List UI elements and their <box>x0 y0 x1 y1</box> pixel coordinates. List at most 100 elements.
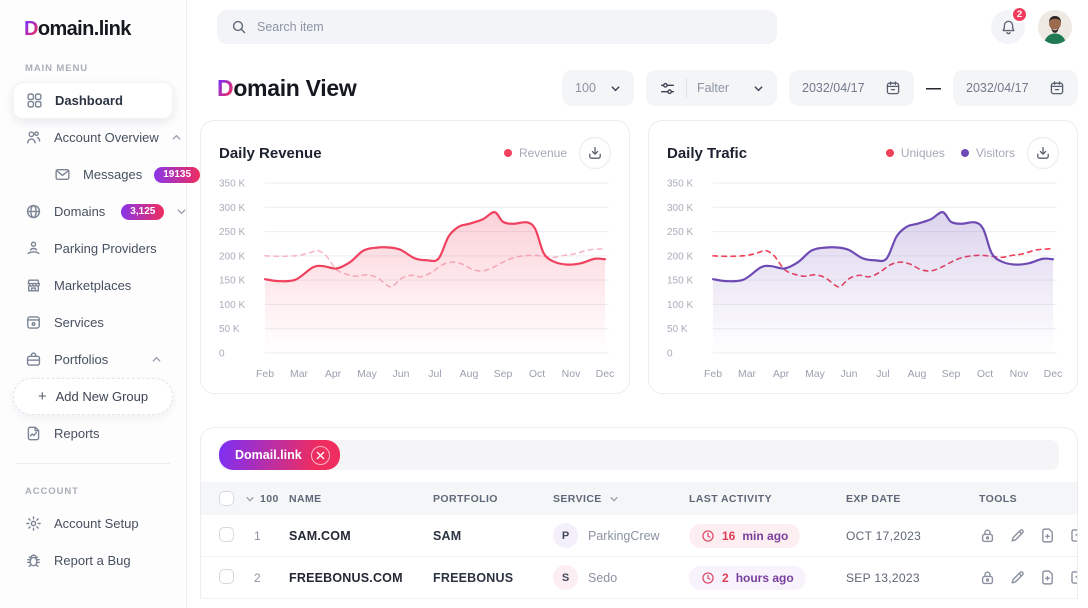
sidebar-item-report-a-bug[interactable]: Report a Bug <box>13 542 173 579</box>
note-plus-icon[interactable] <box>1069 527 1077 544</box>
pencil-icon[interactable] <box>1009 527 1026 544</box>
service-cell: P ParkingCrew <box>553 523 689 548</box>
svg-text:Apr: Apr <box>325 368 342 380</box>
svg-text:May: May <box>805 368 826 380</box>
bell-icon <box>1000 19 1017 36</box>
svg-text:Sep: Sep <box>942 368 961 380</box>
column-header-portfolio[interactable]: PORTFOLIO <box>433 492 498 505</box>
svg-text:0: 0 <box>667 349 673 360</box>
domains-count-badge: 3,125 <box>121 203 165 220</box>
sidebar-item-label: Portfolios <box>54 352 109 367</box>
table-row[interactable]: 2 FREEBONUS.COM FREEBONUS S Sedo 2 hours… <box>201 557 1077 599</box>
document-chart-icon <box>24 425 42 443</box>
chevron-up-icon[interactable] <box>151 354 162 365</box>
sidebar-item-label: Domains <box>54 204 106 219</box>
page-size-value: 100 <box>575 81 596 95</box>
svg-text:250 K: 250 K <box>219 227 245 238</box>
sidebar-item-reports[interactable]: Reports <box>13 415 173 452</box>
user-avatar[interactable] <box>1038 10 1072 44</box>
sidebar-item-account-overview[interactable]: Account Overview <box>13 119 181 156</box>
search-bar[interactable] <box>217 10 777 44</box>
pencil-icon[interactable] <box>1009 569 1026 586</box>
sidebar-item-label: Marketplaces <box>54 278 132 293</box>
svg-text:Oct: Oct <box>977 368 993 380</box>
chevron-down-icon <box>245 494 255 504</box>
sidebar-item-label: Account Setup <box>54 516 139 531</box>
chevron-up-icon[interactable] <box>171 132 182 143</box>
column-header-name[interactable]: NAME <box>289 492 322 505</box>
revenue-chart-plot: 350 K 300 K 250 K 200 K 150 K 100 K 50 K 0 Feb Ma… <box>219 179 614 381</box>
chip-close-icon[interactable] <box>310 445 330 465</box>
file-plus-icon[interactable] <box>1039 527 1056 544</box>
chip-label: Domail.link <box>235 448 302 462</box>
download-icon <box>1037 146 1049 159</box>
row-checkbox[interactable] <box>219 526 234 542</box>
filter-dropdown[interactable]: Falter <box>646 70 777 106</box>
file-plus-icon[interactable] <box>1039 569 1056 586</box>
page-title-accent: D <box>217 74 234 101</box>
topbar-right: 2 <box>991 6 1072 44</box>
gear-icon <box>24 515 42 533</box>
exp-date: OCT 17,2023 <box>846 528 922 543</box>
sidebar: Domain.link MAIN MENU Dashboard Account … <box>0 0 201 608</box>
row-number: 2 <box>254 570 261 585</box>
svg-text:50 K: 50 K <box>667 324 688 335</box>
column-header-service[interactable]: SERVICE <box>553 493 689 505</box>
domain-name[interactable]: FREEBONUS.COM <box>289 570 403 585</box>
svg-text:Jun: Jun <box>393 368 410 380</box>
table-row[interactable]: 1 SAM.COM SAM P ParkingCrew 16 min ago O… <box>201 515 1077 557</box>
download-button[interactable] <box>1027 137 1059 169</box>
page-title: Domain View <box>217 74 357 102</box>
svg-text:50 K: 50 K <box>219 324 240 335</box>
person-over-hand-icon <box>24 240 42 258</box>
domain-name[interactable]: SAM.COM <box>289 528 351 543</box>
clock-icon <box>701 571 715 585</box>
sidebar-item-parking-providers[interactable]: Parking Providers <box>13 230 173 267</box>
lock-icon[interactable] <box>979 527 996 544</box>
svg-text:150 K: 150 K <box>667 276 693 287</box>
sidebar-item-marketplaces[interactable]: Marketplaces <box>13 267 173 304</box>
note-plus-icon[interactable] <box>1069 569 1077 586</box>
notifications-button[interactable]: 2 <box>991 6 1028 44</box>
column-header-tools: TOOLS <box>979 492 1017 505</box>
legend-item: Visitors <box>960 146 1015 160</box>
svg-text:100 K: 100 K <box>667 300 693 311</box>
sidebar-item-messages[interactable]: Messages 19135 <box>13 156 201 193</box>
chevron-down-icon[interactable] <box>176 206 187 217</box>
svg-text:250 K: 250 K <box>667 227 693 238</box>
tools-cell <box>967 569 1077 586</box>
svg-text:150 K: 150 K <box>219 276 245 287</box>
sidebar-item-label: Dashboard <box>55 93 123 108</box>
sidebar-item-domains[interactable]: Domains 3,125 <box>13 193 186 230</box>
sidebar-item-dashboard[interactable]: Dashboard <box>13 82 173 119</box>
legend-dot-icon <box>885 149 894 157</box>
last-activity-cell: 2 hours ago <box>689 565 846 590</box>
date-from-picker[interactable]: 2032/04/17 <box>789 70 914 106</box>
table-page-size-dropdown[interactable]: 100 <box>245 493 289 505</box>
add-new-group-button[interactable]: + Add New Group <box>13 378 173 415</box>
domain-filter-chip[interactable]: Domail.link <box>219 440 340 470</box>
last-activity-pill: 2 hours ago <box>689 565 806 590</box>
main-menu-label: MAIN MENU <box>25 63 88 74</box>
column-header-last-activity[interactable]: LAST ACTIVITY <box>689 492 772 505</box>
search-input[interactable] <box>257 20 763 34</box>
download-button[interactable] <box>579 137 611 169</box>
select-all-checkbox[interactable] <box>219 491 234 506</box>
service-name: Sedo <box>588 570 618 585</box>
people-icon <box>24 129 42 147</box>
row-number: 1 <box>254 528 261 543</box>
svg-text:May: May <box>357 368 378 380</box>
page-size-dropdown[interactable]: 100 <box>562 70 635 106</box>
sidebar-item-account-setup[interactable]: Account Setup <box>13 505 173 542</box>
last-activity-cell: 16 min ago <box>689 523 846 548</box>
date-to-picker[interactable]: 2032/04/17 <box>953 70 1078 106</box>
sidebar-divider <box>16 463 170 464</box>
sidebar-item-services[interactable]: Services <box>13 304 173 341</box>
filter-label: Falter <box>697 81 729 95</box>
column-header-exp-date[interactable]: EXP DATE <box>846 492 901 505</box>
row-checkbox[interactable] <box>219 568 234 584</box>
messages-count-badge: 19135 <box>154 166 201 183</box>
lock-icon[interactable] <box>979 569 996 586</box>
sidebar-item-portfolios[interactable]: Portfolios <box>13 341 173 378</box>
